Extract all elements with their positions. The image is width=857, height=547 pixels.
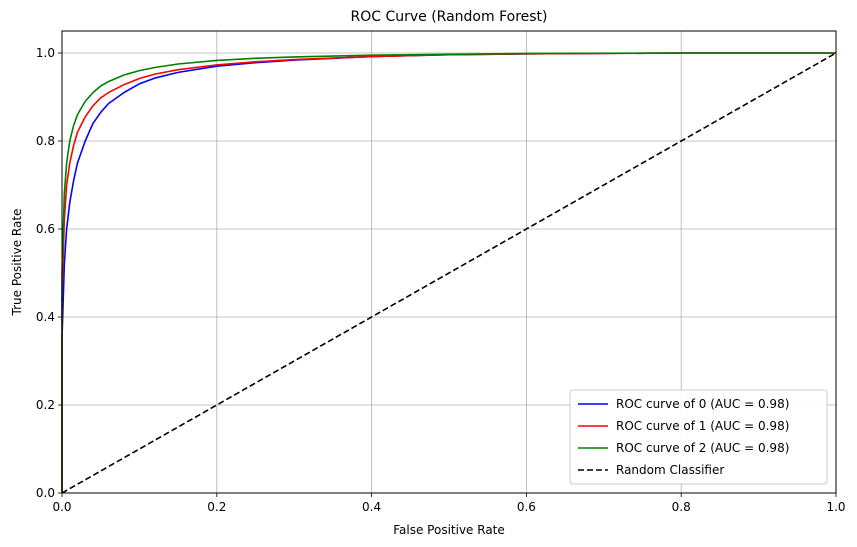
x-tick-label: 1.0 (826, 500, 845, 514)
ticks: 0.0 0.2 0.4 0.6 0.8 1.0 0.0 0.2 0.4 0.6 0.8 1.0 (36, 46, 846, 514)
x-tick-label: 0.0 (52, 500, 71, 514)
x-axis-label: False Positive Rate (393, 523, 505, 537)
y-tick-label: 0.2 (36, 398, 55, 412)
legend-box (569, 389, 828, 485)
x-tick-label: 0.4 (362, 500, 381, 514)
x-tick-label: 0.2 (207, 500, 226, 514)
y-tick-label: 0.6 (36, 222, 55, 236)
y-axis-label: True Positive Rate (10, 209, 24, 317)
y-tick-label: 0.8 (36, 134, 55, 148)
legend-entry: Random Classifier (616, 463, 724, 477)
chart-title: ROC Curve (Random Forest) (350, 9, 547, 25)
series-line-2 (61, 52, 836, 493)
plot-frame (61, 30, 837, 494)
legend-entry: ROC curve of 2 (AUC = 0.98) (616, 441, 789, 455)
y-tick-label: 0.4 (36, 310, 55, 324)
series-line-1 (61, 52, 836, 493)
legend-entry: ROC curve of 1 (AUC = 0.98) (616, 419, 789, 433)
x-tick-label: 0.8 (672, 500, 691, 514)
y-tick-label: 0.0 (36, 486, 55, 500)
series-line-3 (61, 52, 837, 494)
x-tick-label: 0.6 (517, 500, 536, 514)
legend: ROC curve of 0 (AUC = 0.98) ROC curve of … (569, 389, 828, 485)
y-tick-label: 1.0 (36, 46, 55, 60)
series-group (61, 52, 837, 494)
legend-entry: ROC curve of 0 (AUC = 0.98) (616, 397, 789, 411)
